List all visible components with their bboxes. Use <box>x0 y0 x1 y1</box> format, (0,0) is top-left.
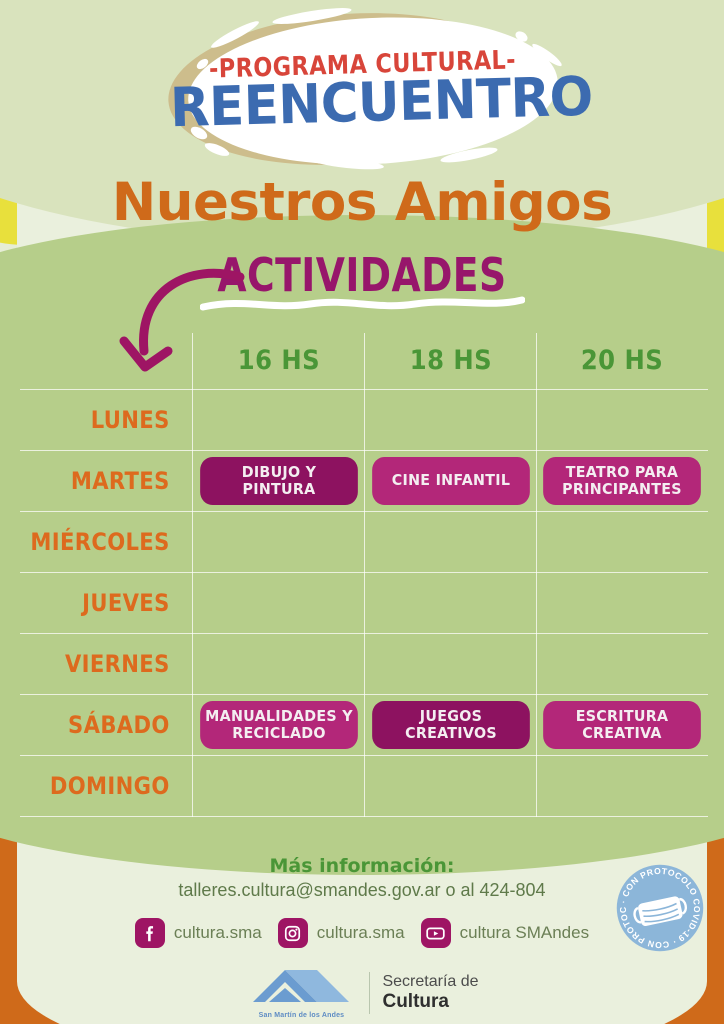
schedule-row: MARTES DIBUJO Y PINTURA CINE INFANTIL TEATR… <box>20 449 708 512</box>
youtube-icon[interactable] <box>420 918 451 948</box>
activity-pill[interactable]: ESCRITURA CREATIVA <box>543 700 702 749</box>
curved-arrow-icon <box>119 268 245 372</box>
schedule-hour-header-1: 18 HS <box>372 333 529 390</box>
schedule-slot <box>192 754 366 817</box>
schedule-slot[interactable]: TEATRO PARA PRINCIPANTES <box>535 449 708 512</box>
schedule-body: LUNES MARTES DIBUJO Y PINTURA CINE INFANTIL… <box>20 388 708 817</box>
schedule-header-row: 16 HS 18 HS 20 HS <box>20 333 708 390</box>
schedule-slot[interactable]: CINE INFANTIL <box>364 449 537 512</box>
page-title: Nuestros Amigos <box>111 172 613 233</box>
schedule-row: MIÉRCOLES <box>20 510 708 573</box>
schedule-day-label: MIÉRCOLES <box>30 510 183 573</box>
schedule-slot[interactable]: JUEGOS CREATIVOS <box>364 693 537 756</box>
facebook-icon[interactable] <box>134 918 165 948</box>
schedule-hour-header-0: 16 HS <box>200 333 357 390</box>
social-label-facebook: cultura.sma <box>173 923 262 942</box>
schedule-slot <box>192 571 366 634</box>
schedule-day-label: VIERNES <box>30 632 183 695</box>
covid-protocol-badge: · CON PROTOCOLO COVID-19 · CON PROTOCOLO… <box>614 862 704 952</box>
schedule-slot <box>192 632 366 695</box>
activities-schedule-table: 16 HS 18 HS 20 HS LUNES MARTES DIBUJO Y PI… <box>20 333 708 817</box>
schedule-day-label: SÁBADO <box>30 693 183 756</box>
activity-pill[interactable]: MANUALIDADES Y RECICLADO <box>199 700 358 749</box>
schedule-slot[interactable]: MANUALIDADES Y RECICLADO <box>192 693 366 756</box>
secretariat-line-1: Secretaría de <box>382 972 479 990</box>
program-logo: -PROGRAMA CULTURAL- REENCUENTRO <box>160 1 594 178</box>
activity-pill[interactable]: DIBUJO Y PINTURA <box>199 456 358 505</box>
activity-pill[interactable]: TEATRO PARA PRINCIPANTES <box>543 456 702 505</box>
schedule-corner-cell <box>20 333 193 389</box>
schedule-row: JUEVES <box>20 571 708 634</box>
footer-section: Más información: talleres.cultura@smande… <box>0 855 724 948</box>
schedule-day-label: DOMINGO <box>30 754 183 817</box>
social-links: cultura.sma cultura.sma <box>0 918 724 948</box>
schedule-slot <box>535 510 708 573</box>
schedule-slot <box>364 571 537 634</box>
institution-logo: San Martín de los Andes Secretaría de Cu… <box>0 966 724 1019</box>
schedule-row: DOMINGO <box>20 754 708 817</box>
secretariat-text: Secretaría de Cultura <box>382 973 478 1012</box>
schedule-slot <box>364 754 537 817</box>
schedule-day-label: LUNES <box>30 388 183 451</box>
mountain-logo-block: San Martín de los Andes <box>245 966 357 1019</box>
underline-swoosh-icon <box>200 296 525 311</box>
schedule-slot <box>535 388 708 451</box>
schedule-slot <box>364 632 537 695</box>
schedule-slot <box>364 388 537 451</box>
secretariat-line-2: Cultura <box>382 990 449 1012</box>
schedule-row: VIERNES <box>20 632 708 695</box>
instagram-icon[interactable] <box>277 918 308 948</box>
schedule-day-label: MARTES <box>30 449 183 512</box>
schedule-row: SÁBADO MANUALIDADES Y RECICLADO JUEGOS CRE… <box>20 693 708 756</box>
schedule-slot <box>535 632 708 695</box>
schedule-day-label: JUEVES <box>30 571 183 634</box>
activity-pill[interactable]: JUEGOS CREATIVOS <box>371 700 530 749</box>
social-link-facebook[interactable]: cultura.sma <box>134 918 262 948</box>
page-subtitle: ACTIVIDADES <box>217 248 507 302</box>
schedule-header: 16 HS 18 HS 20 HS <box>20 333 708 390</box>
schedule-slot[interactable]: ESCRITURA CREATIVA <box>535 693 708 756</box>
schedule-slot[interactable]: DIBUJO Y PINTURA <box>192 449 366 512</box>
social-label-youtube: cultura SMAndes <box>459 923 590 942</box>
schedule-row: LUNES <box>20 388 708 451</box>
face-mask-icon <box>633 896 688 926</box>
mountain-icon <box>253 970 350 1002</box>
schedule-slot <box>364 510 537 573</box>
activity-pill[interactable]: CINE INFANTIL <box>371 456 530 505</box>
logo-divider <box>369 971 371 1014</box>
mountain-logo-caption: San Martín de los Andes <box>258 1012 345 1019</box>
schedule-slot <box>192 510 366 573</box>
contact-line: talleres.cultura@smandes.gov.ar o al 424… <box>178 880 546 900</box>
more-info-label: Más información: <box>269 855 455 877</box>
schedule-slot <box>192 388 366 451</box>
social-link-youtube[interactable]: cultura SMAndes <box>420 918 590 948</box>
logo-wordmark: REENCUENTRO <box>169 64 594 140</box>
schedule-hour-header-2: 20 HS <box>544 333 700 390</box>
schedule-slot <box>535 754 708 817</box>
social-link-instagram[interactable]: cultura.sma <box>277 918 405 948</box>
schedule-slot <box>535 571 708 634</box>
social-label-instagram: cultura.sma <box>316 923 405 942</box>
